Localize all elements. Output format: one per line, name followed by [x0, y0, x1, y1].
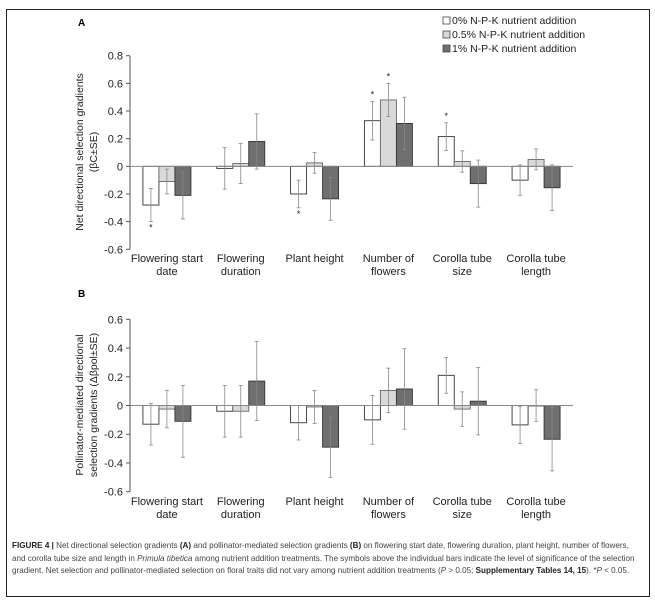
caption-text: among nutrient addition treatments. The … — [12, 553, 635, 576]
y-tick-label: -0.4 — [104, 458, 123, 470]
panel-label: B — [78, 289, 85, 300]
x-category-label: Flowering — [217, 496, 265, 508]
y-tick-label: -0.4 — [104, 217, 123, 229]
caption-species: Primula tibetica — [137, 553, 193, 563]
caption-text: on flowering start date, flowering durat… — [12, 541, 629, 563]
caption-text: and pollinator-mediated selection gradie… — [191, 541, 350, 550]
legend-swatch — [442, 16, 451, 25]
y-tick-label: 0.4 — [108, 106, 123, 118]
x-category-label: Flowering start — [131, 253, 203, 265]
significance-marker: * — [387, 71, 391, 81]
x-category-label: Plant height — [286, 253, 344, 265]
significance-marker: * — [444, 111, 448, 121]
panel-label: A — [78, 18, 85, 29]
caption-ref-a: (A) — [179, 541, 192, 550]
caption-text: ). * — [586, 566, 597, 576]
y-tick-label: -0.2 — [104, 189, 123, 201]
caption-p: P — [596, 566, 602, 576]
y-axis-title: Pollinator-mediated directional — [74, 334, 86, 475]
y-tick-label: -0.6 — [104, 244, 123, 256]
y-tick-label: 0.4 — [108, 343, 123, 355]
x-category-label: length — [521, 509, 551, 521]
x-category-label: Plant height — [286, 496, 344, 508]
x-category-label: Number of — [363, 253, 415, 265]
y-tick-label: 0.2 — [108, 372, 123, 384]
caption-text: Net directional selection gradients — [53, 541, 180, 550]
x-category-label: date — [156, 266, 177, 278]
y-tick-label: -0.2 — [104, 429, 123, 441]
x-category-label: duration — [221, 509, 261, 521]
caption-text: > 0.05; — [446, 566, 476, 576]
x-category-label: Corolla tube — [506, 496, 565, 508]
x-category-label: Corolla tube — [433, 496, 492, 508]
y-tick-label: -0.6 — [104, 487, 123, 499]
y-tick-label: 0 — [117, 161, 123, 173]
x-category-label: Number of — [363, 496, 415, 508]
x-category-label: size — [452, 266, 472, 278]
caption-text: < 0.05. — [601, 566, 630, 576]
y-tick-label: 0 — [117, 401, 123, 413]
x-category-label: Corolla tube — [506, 253, 565, 265]
legend-swatch — [442, 30, 451, 39]
supplementary-link[interactable]: Supplementary Tables 14, 15 — [475, 566, 587, 576]
y-tick-label: 0.6 — [108, 314, 123, 326]
y-axis-title: selection gradients (Δβpol±SE) — [88, 333, 100, 477]
x-category-label: Flowering start — [131, 496, 203, 508]
figure-frame — [6, 9, 650, 597]
x-category-label: size — [452, 509, 472, 521]
x-category-label: flowers — [371, 266, 406, 278]
significance-marker: * — [297, 209, 301, 219]
figure-caption: FIGURE 4 | Net directional selection gra… — [12, 540, 642, 578]
y-axis-title: (βC±SE) — [88, 132, 100, 172]
y-tick-label: 0.2 — [108, 134, 123, 146]
y-axis-title: Net directional selection gradients — [74, 73, 86, 231]
x-category-label: duration — [221, 266, 261, 278]
legend-label: 0.5% N-P-K nutrient addition — [452, 29, 585, 41]
x-category-label: flowers — [371, 509, 406, 521]
caption-p: P — [440, 566, 447, 576]
significance-marker: * — [371, 89, 375, 99]
x-category-label: Corolla tube — [433, 253, 492, 265]
x-category-label: date — [156, 509, 177, 521]
caption-label: FIGURE 4 | — [12, 541, 54, 550]
x-category-label: length — [521, 266, 551, 278]
x-category-label: Flowering — [217, 253, 265, 265]
legend-label: 0% N-P-K nutrient addition — [452, 15, 576, 27]
caption-ref-b: (B) — [349, 541, 362, 550]
y-tick-label: 0.8 — [108, 51, 123, 63]
significance-marker: * — [149, 223, 153, 233]
legend-label: 1% N-P-K nutrient addition — [452, 43, 576, 55]
legend-swatch — [442, 44, 451, 53]
y-tick-label: 0.6 — [108, 78, 123, 90]
